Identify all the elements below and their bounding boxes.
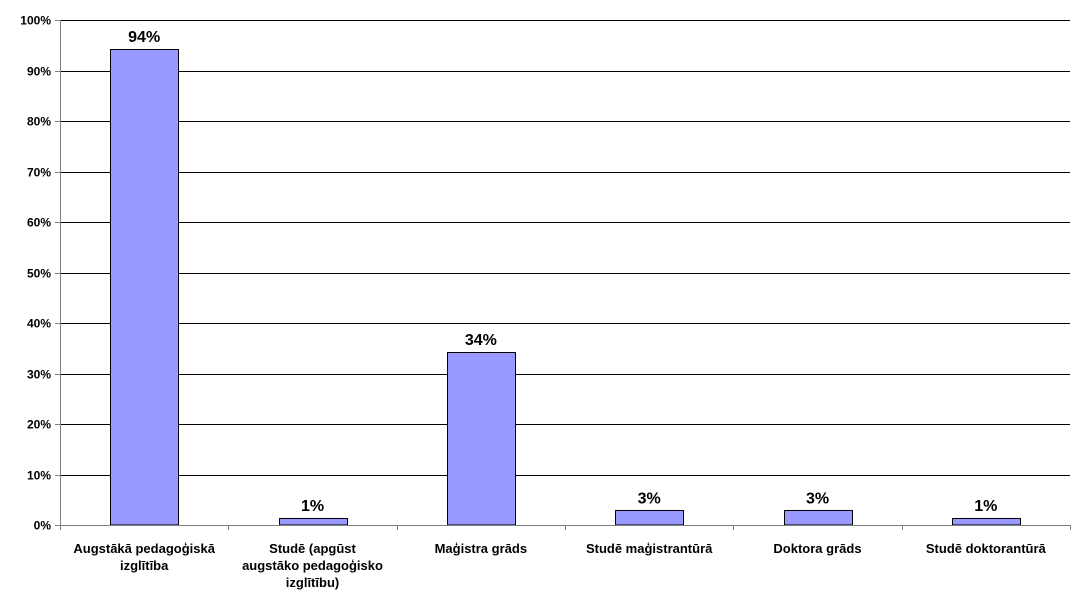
bars xyxy=(110,49,1021,526)
category-label-line: augstāko pedagoģisko xyxy=(242,558,383,573)
category-label-line: Doktora grāds xyxy=(773,541,861,556)
y-tick-label: 50% xyxy=(27,267,51,281)
axes xyxy=(55,20,1071,530)
category-label: Studē (apgūst augstāko pedagoģisko izglītī… xyxy=(242,541,383,590)
category-label: Studē doktorantūrā xyxy=(926,541,1047,556)
category-labels: Augstākā pedagoģiskā izglītība Studē (apgū… xyxy=(73,541,1046,590)
bar xyxy=(615,510,684,526)
y-tick-label: 10% xyxy=(27,469,51,483)
bar xyxy=(952,518,1021,526)
category-label: Augstākā pedagoģiskā izglītība xyxy=(73,541,215,573)
y-tick-label: 30% xyxy=(27,368,51,382)
data-label: 3% xyxy=(638,490,661,507)
y-tick-label: 60% xyxy=(27,216,51,230)
data-label: 1% xyxy=(974,498,997,515)
y-tick-label: 100% xyxy=(20,14,51,28)
data-labels: 94% 1% 34% 3% 3% 1% xyxy=(128,29,997,515)
y-tick-label: 20% xyxy=(27,418,51,432)
category-label-line: Studē maģistrantūrā xyxy=(586,541,713,556)
category-label-line: Maģistra grāds xyxy=(435,541,527,556)
y-tick-label: 80% xyxy=(27,115,51,129)
data-label: 3% xyxy=(806,490,829,507)
category-label-line: Studē (apgūst xyxy=(269,541,356,556)
bar xyxy=(279,518,348,526)
data-label: 1% xyxy=(301,498,324,515)
category-label-line: izglītība xyxy=(120,558,169,573)
y-tick-label: 40% xyxy=(27,317,51,331)
category-label: Studē maģistrantūrā xyxy=(586,541,713,556)
bar xyxy=(110,49,179,526)
gridlines xyxy=(60,20,1070,476)
category-label-line: Studē doktorantūrā xyxy=(926,541,1047,556)
bar xyxy=(447,352,516,526)
y-tick-labels: 0% 10% 20% 30% 40% 50% 60% 70% 80% 90% 100% xyxy=(20,14,51,533)
y-tick-label: 70% xyxy=(27,166,51,180)
category-label-line: izglītību) xyxy=(286,575,339,590)
category-label: Doktora grāds xyxy=(773,541,861,556)
y-tick-label: 0% xyxy=(34,519,52,533)
category-label: Maģistra grāds xyxy=(435,541,527,556)
y-tick-label: 90% xyxy=(27,65,51,79)
data-label: 34% xyxy=(465,332,497,349)
category-label-line: Augstākā pedagoģiskā xyxy=(73,541,215,556)
data-label: 94% xyxy=(128,29,160,46)
bar xyxy=(784,510,853,526)
